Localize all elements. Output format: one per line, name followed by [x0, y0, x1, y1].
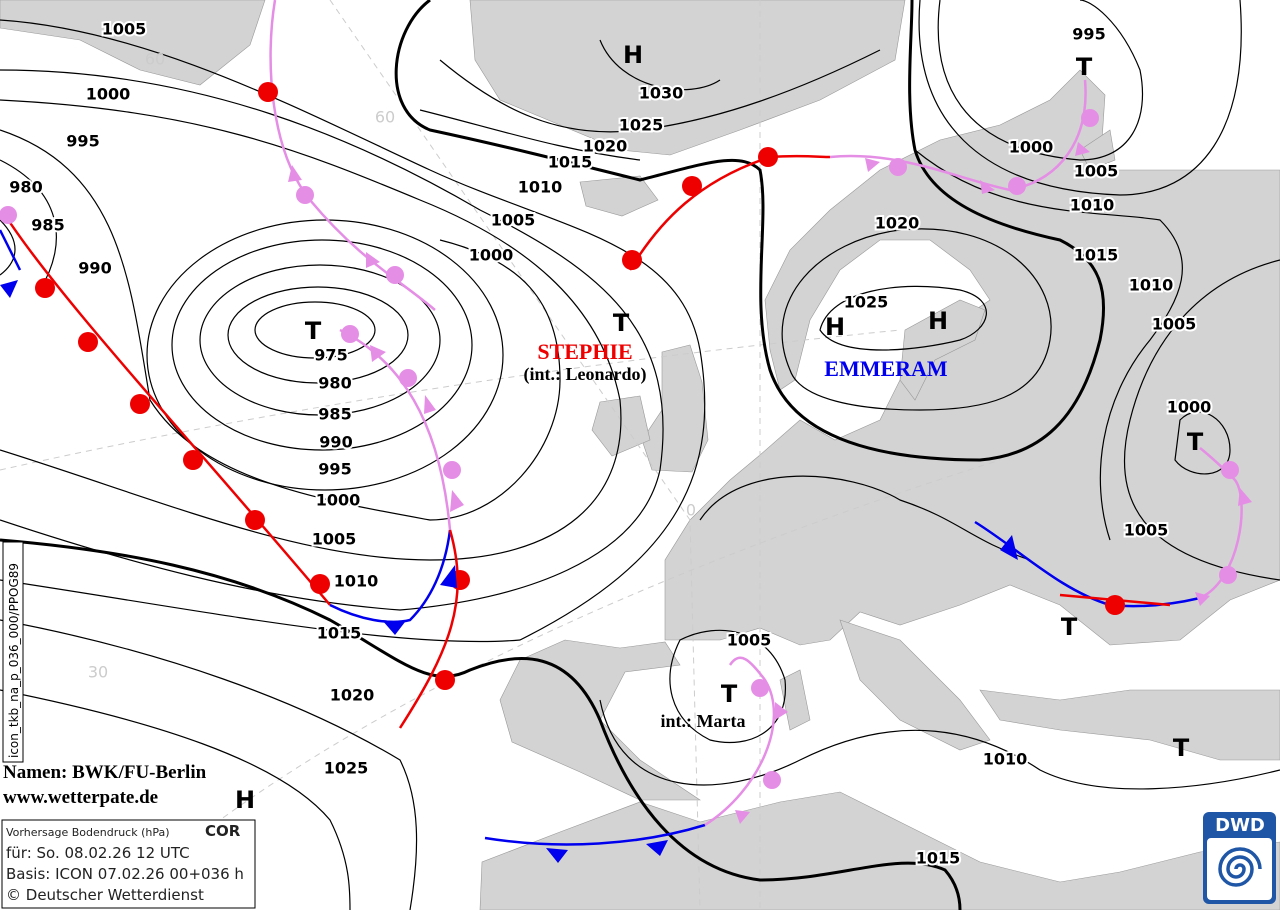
isobar-label: 1025 [324, 759, 369, 778]
isobar-label: 1000 [469, 246, 514, 265]
isobar-label: 1005 [102, 20, 147, 39]
isobar-label: 1010 [983, 750, 1028, 769]
pressure-center: T [613, 309, 630, 337]
isobar-label: 1025 [844, 293, 889, 312]
latitude-label: 30 [88, 663, 108, 682]
isobar-label: 1015 [916, 849, 961, 868]
dwd-logo: DWD [1203, 812, 1276, 904]
isobar-label: 1000 [1009, 138, 1054, 157]
pressure-center: T [305, 317, 322, 345]
isobar-label: 980 [9, 178, 42, 197]
legend-h: H [235, 786, 255, 814]
pressure-center: T [1173, 734, 1190, 762]
isobars-thick [0, 0, 1106, 910]
pressure-center: H [928, 307, 948, 335]
latitude-label: 60 [145, 50, 165, 69]
pressure-center: T [1076, 53, 1093, 81]
isobar-label: 990 [78, 259, 111, 278]
isobar-label: 985 [318, 405, 351, 424]
isobar-label: 995 [66, 132, 99, 151]
credit-names: Namen: BWK/FU-Berlin [3, 762, 207, 783]
credit-site: www.wetterpate.de [3, 787, 158, 808]
isobar-label: 1000 [86, 85, 131, 104]
isobar-label: 1015 [317, 624, 362, 643]
info-valid: für: So. 08.02.26 12 UTC [6, 844, 190, 862]
code-box [2, 541, 24, 763]
system-intl-name: (int.: Leonardo) [524, 364, 647, 385]
pressure-center: T [721, 680, 738, 708]
product-code: icon_tkb_na_p_036_000/PPOG89 [7, 563, 21, 758]
isobar-label: 1030 [639, 84, 684, 103]
isobar-label: 1005 [1152, 315, 1197, 334]
isobar-label: 1005 [1124, 521, 1169, 540]
latitude-label: 60 [375, 108, 395, 127]
isobar-label: 980 [318, 374, 351, 393]
pressure-center: H [825, 313, 845, 341]
info-box [1, 819, 256, 909]
logo-text: DWD [1215, 815, 1265, 836]
isobar-label: 995 [1072, 25, 1105, 44]
pressure-center: H [623, 41, 643, 69]
isobar-label: 1000 [1167, 398, 1212, 417]
isobar-label: 1015 [548, 153, 593, 172]
isobar-label: 1010 [518, 178, 563, 197]
isobar-label: 1010 [1070, 196, 1115, 215]
info-copyright: © Deutscher Wetterdienst [6, 886, 204, 904]
isobar-label: 1000 [316, 491, 361, 510]
pressure-center: T [1061, 613, 1078, 641]
isobar-label: 1015 [1074, 246, 1119, 265]
isobar-label: 1020 [330, 686, 375, 705]
isobar-label: 985 [31, 216, 64, 235]
isobar-label: 1025 [619, 116, 664, 135]
isobar-label: 990 [319, 433, 352, 452]
isobar-label: 975 [314, 346, 347, 365]
isobar-label: 1020 [875, 214, 920, 233]
isobar-label: 1010 [334, 572, 379, 591]
info-status: COR [205, 822, 241, 840]
isobar-label: 1005 [1074, 162, 1119, 181]
isobar-label: 1020 [583, 137, 628, 156]
system-intl-name: int.: Marta [661, 711, 746, 731]
isobar-label: 1005 [727, 631, 772, 650]
system-name: EMMERAM [824, 356, 948, 381]
info-base: Basis: ICON 07.02.26 00+036 h [6, 865, 244, 883]
info-product: Vorhersage Bodendruck (hPa) [6, 826, 170, 839]
system-name: STEPHIE [537, 339, 632, 364]
isobar-label: 1005 [312, 530, 357, 549]
isobar-label: 1005 [491, 211, 536, 230]
latitude-label: 0 [686, 501, 696, 520]
front-symbols [0, 82, 1252, 863]
isobar-label: 995 [318, 460, 351, 479]
isobar-label: 1010 [1129, 276, 1174, 295]
pressure-center: T [1187, 428, 1204, 456]
